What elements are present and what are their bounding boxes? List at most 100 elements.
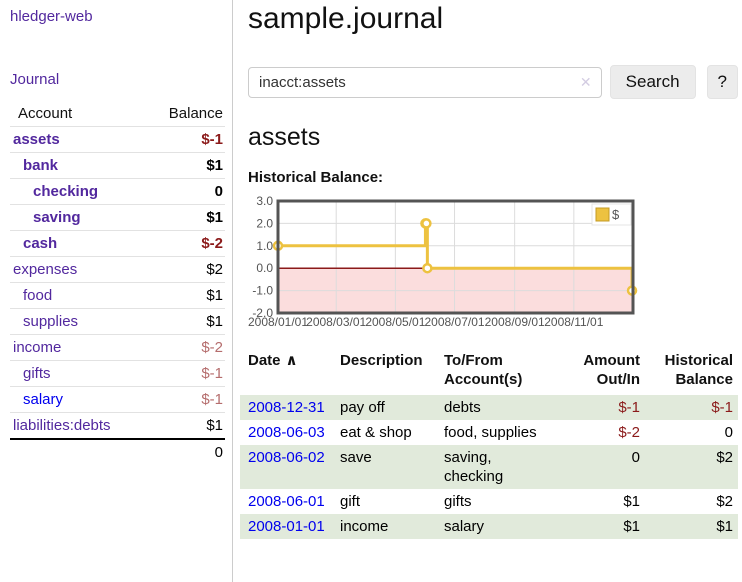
account-balance: $-1 (148, 386, 225, 412)
transaction-balance: $-1 (640, 395, 738, 420)
account-heading: assets (248, 123, 321, 151)
transaction-amount: $1 (623, 493, 640, 510)
date-link[interactable]: 2008-01-01 (248, 518, 325, 535)
transaction-row[interactable]: 2008-06-02 save saving, checking 0 $2 (240, 445, 738, 489)
transaction-accounts: salary (444, 514, 548, 539)
accounts-table: Account Balance assets $-1 bank $1 checking 0… (10, 101, 225, 465)
balance-chart[interactable]: $3.0 2.0 1.0 0.0 -1.0 -2.0 2008/01/01 2008/03/0… (248, 194, 738, 335)
app-title-link[interactable]: hledger-web (10, 8, 93, 25)
sidebar: hledger-web Journal Account Balance asse… (0, 0, 233, 582)
svg-text:$: $ (612, 207, 620, 222)
register-column-header: Amount Out/In (583, 352, 640, 388)
register-header-row: Date ∧ Description To/From Account(s) Amount… (240, 349, 738, 395)
date-link[interactable]: 2008-06-03 (248, 424, 325, 441)
date-link[interactable]: 2008-06-02 (248, 449, 325, 466)
account-row: food $1 (10, 282, 225, 308)
search-input[interactable] (248, 66, 602, 98)
account-row: supplies $1 (10, 308, 225, 334)
svg-text:1.0: 1.0 (256, 239, 273, 253)
transaction-accounts: gifts (444, 493, 472, 510)
account-link[interactable]: gifts (23, 365, 51, 382)
account-link[interactable]: salary (23, 391, 64, 408)
account-link[interactable]: bank (23, 157, 59, 174)
transaction-accounts: saving, checking (444, 445, 548, 489)
account-balance: $1 (148, 308, 225, 334)
help-button[interactable]: ? (706, 65, 738, 99)
svg-text:3.0: 3.0 (256, 194, 273, 208)
page-title: sample.journal (248, 2, 444, 35)
transaction-amount: 0 (548, 445, 640, 489)
transaction-row[interactable]: 2008-06-01 gift gifts $1 $2 (240, 489, 738, 514)
account-balance: $-2 (148, 230, 225, 256)
account-balance: $-2 (148, 334, 225, 360)
account-row: income $-2 (10, 334, 225, 360)
account-balance: $1 (148, 204, 225, 230)
transaction-amount: $-2 (618, 424, 640, 441)
register-column-header: To/From Account(s) (444, 352, 523, 388)
svg-text:2008/11/01: 2008/11/01 (544, 315, 603, 329)
account-balance: $1 (148, 282, 225, 308)
svg-text:2008/01/01: 2008/01/01 (248, 315, 308, 329)
svg-text:-2.0: -2.0 (252, 306, 273, 320)
account-row: checking 0 (10, 178, 225, 204)
transaction-row[interactable]: 2008-06-03 eat & shop food, supplies $-2 0 (240, 420, 738, 445)
clear-search-icon[interactable]: ✕ (579, 73, 592, 90)
chart-title: Historical Balance: (248, 169, 384, 186)
transaction-date-link[interactable]: 2008-06-01 (240, 489, 340, 514)
transaction-date-link[interactable]: 2008-12-31 (240, 395, 340, 420)
transaction-amount: $1 (548, 514, 640, 539)
sort-ascending-icon[interactable]: ∧ (285, 352, 298, 369)
transaction-description: income (340, 514, 444, 539)
account-link[interactable]: income (13, 339, 62, 356)
account-link[interactable]: checking (33, 183, 99, 200)
account-link[interactable]: cash (23, 235, 58, 252)
transaction-balance: $2 (640, 445, 738, 489)
account-link[interactable]: expenses (13, 261, 78, 278)
transaction-row[interactable]: 2008-01-01 income salary $1 $1 (240, 514, 738, 539)
search-form: ✕ Search ? (248, 65, 738, 99)
date-link[interactable]: 2008-06-01 (248, 493, 325, 510)
account-link[interactable]: liabilities:debts (13, 417, 111, 434)
transaction-accounts: food, supplies (444, 424, 537, 441)
svg-text:2008/05/01: 2008/05/01 (365, 315, 425, 329)
account-row: gifts $-1 (10, 360, 225, 386)
account-row: saving $1 (10, 204, 225, 230)
register-table: Date ∧ Description To/From Account(s) Amount… (240, 349, 738, 539)
transaction-balance: $2 (716, 493, 733, 510)
search-button[interactable]: Search (609, 65, 696, 99)
transaction-balance: $1 (640, 514, 738, 539)
register-column-header: Description (340, 352, 423, 369)
svg-text:0.0: 0.0 (256, 261, 273, 275)
transaction-accounts: debts (444, 395, 548, 420)
account-link[interactable]: assets (13, 131, 60, 148)
register-column-header: Historical Balance (664, 352, 733, 388)
account-balance: $1 (148, 412, 225, 438)
accounts-header-account: Account (18, 105, 73, 122)
svg-text:2008/07/01: 2008/07/01 (424, 315, 484, 329)
account-balance: $-1 (148, 126, 225, 152)
transaction-description: save (340, 445, 444, 489)
transaction-description: pay off (340, 395, 444, 420)
transaction-date-link[interactable]: 2008-06-02 (240, 445, 340, 489)
account-row: salary $-1 (10, 386, 225, 412)
account-link[interactable]: saving (33, 209, 81, 226)
transaction-row[interactable]: 2008-12-31 pay off debts $-1 $-1 (240, 395, 738, 420)
svg-text:2008/03/01: 2008/03/01 (306, 315, 366, 329)
account-row: liabilities:debts $1 (10, 412, 225, 438)
account-row: assets $-1 (10, 126, 225, 152)
sidebar-item-journal[interactable]: Journal (10, 71, 60, 88)
transaction-date-link[interactable]: 2008-01-01 (240, 514, 340, 539)
transaction-date-link[interactable]: 2008-06-03 (240, 420, 340, 445)
register-column-header[interactable]: Date ∧ (248, 352, 298, 369)
account-row: expenses $2 (10, 256, 225, 282)
account-link[interactable]: food (23, 287, 53, 304)
main-content: sample.journal ✕ Search ? assets Histori… (240, 0, 738, 539)
account-row: cash $-2 (10, 230, 225, 256)
account-balance: $2 (148, 256, 225, 282)
transaction-description: eat & shop (340, 424, 412, 441)
accounts-total-row: 0 (10, 438, 225, 465)
account-link[interactable]: supplies (23, 313, 79, 330)
account-balance: 0 (148, 178, 225, 204)
date-link[interactable]: 2008-12-31 (248, 399, 325, 416)
transaction-amount: $-1 (548, 395, 640, 420)
